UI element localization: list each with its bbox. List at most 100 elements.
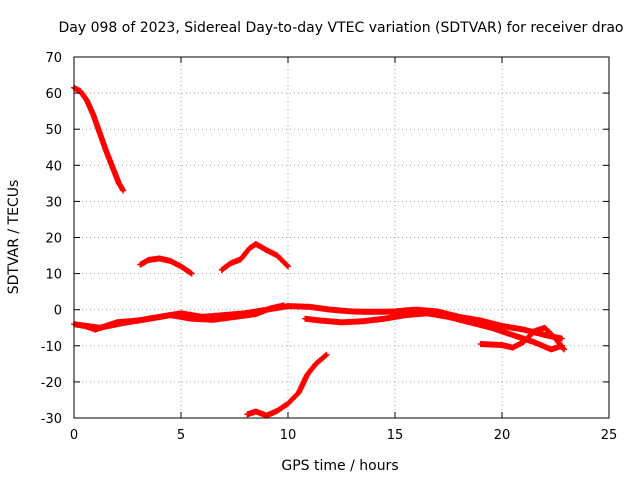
y-tick-label: 70: [45, 51, 62, 66]
data-points: [71, 84, 568, 419]
data-point: [254, 410, 258, 413]
x-tick-label: 5: [177, 428, 185, 443]
data-point: [104, 149, 108, 153]
data-point: [179, 265, 183, 268]
data-point: [92, 113, 95, 116]
y-tick-label: 30: [45, 195, 62, 210]
data-point: [119, 322, 123, 325]
data-point: [85, 99, 89, 102]
data-point: [77, 323, 80, 327]
data-point: [265, 414, 268, 417]
data-point: [318, 319, 322, 322]
data-point: [282, 304, 285, 307]
data-point: [543, 333, 546, 337]
y-tick-label: 60: [45, 87, 62, 102]
data-point: [404, 313, 407, 317]
x-axis-label: GPS time / hours: [281, 458, 398, 474]
data-point: [141, 318, 144, 322]
data-point: [286, 402, 290, 405]
y-tick-label: -20: [41, 376, 62, 391]
data-point: [79, 90, 82, 93]
x-tick-label: 25: [601, 428, 618, 443]
data-point: [554, 337, 557, 340]
data-point: [286, 265, 290, 268]
data-point: [500, 324, 504, 328]
data-point: [543, 326, 546, 329]
data-point: [468, 321, 472, 324]
data-point: [303, 317, 307, 320]
data-point: [306, 373, 309, 376]
y-tick-label: 40: [45, 159, 62, 174]
data-point: [490, 326, 493, 329]
axis-ticks: 0 5 10 15 20 25 -30 -20 -10 0 10 20 30 40 50 60 70: [41, 51, 618, 443]
data-point: [500, 343, 504, 347]
data-point: [479, 319, 482, 322]
x-tick-label: 10: [280, 428, 297, 443]
data-point: [147, 258, 151, 262]
y-axis-label: SDTVAR / TECUs: [6, 180, 22, 295]
data-point: [532, 330, 536, 333]
data-point: [511, 333, 514, 337]
x-tick-label: 15: [387, 428, 404, 443]
series-arc-2: [137, 255, 195, 277]
y-tick-label: 50: [45, 123, 62, 138]
data-point: [351, 310, 354, 313]
data-point: [308, 305, 311, 309]
y-tick-label: -30: [41, 412, 62, 427]
data-point: [122, 189, 125, 192]
data-point: [248, 247, 251, 250]
series-arc-6: [75, 302, 287, 331]
data-point: [254, 242, 258, 246]
data-point: [229, 262, 232, 265]
data-point: [269, 307, 273, 310]
series-arc-9: [477, 324, 568, 353]
data-point: [372, 310, 375, 314]
data-point: [404, 309, 407, 312]
data-point: [447, 315, 450, 319]
data-point: [314, 362, 318, 366]
series-arc-4: [244, 351, 330, 419]
data-point: [190, 317, 193, 320]
x-tick-label: 20: [494, 428, 511, 443]
data-point: [111, 165, 114, 169]
data-point: [562, 348, 566, 351]
data-point: [560, 337, 564, 340]
data-point: [276, 409, 279, 412]
data-point: [511, 346, 514, 349]
data-point: [169, 313, 172, 317]
data-point: [246, 413, 249, 416]
data-point: [276, 254, 279, 257]
data-point: [286, 304, 290, 308]
y-tick-label: -10: [41, 340, 62, 355]
data-point: [98, 131, 101, 135]
data-point: [550, 348, 553, 351]
data-point: [340, 321, 343, 324]
data-point: [383, 317, 386, 320]
data-point: [169, 259, 172, 263]
data-point: [254, 312, 258, 316]
data-point: [239, 257, 243, 261]
data-point: [139, 263, 142, 266]
data-point: [297, 391, 300, 394]
data-point: [393, 310, 397, 313]
data-point: [190, 272, 193, 275]
data-point: [522, 328, 525, 331]
data-point: [329, 308, 332, 311]
data-point: [425, 312, 429, 315]
x-tick-label: 0: [70, 428, 78, 443]
data-point: [265, 248, 268, 252]
data-point: [522, 340, 525, 344]
data-point: [479, 342, 482, 346]
data-point: [233, 315, 236, 319]
data-point: [98, 326, 101, 329]
y-tick-label: 10: [45, 268, 62, 283]
chart-title: Day 098 of 2023, Sidereal Day-to-day VTE…: [58, 20, 623, 36]
data-point: [211, 318, 215, 322]
grid-lines: [74, 57, 609, 418]
series-arc-3: [218, 241, 291, 273]
y-tick-label: 20: [45, 232, 62, 247]
data-point: [325, 353, 328, 357]
y-tick-label: 0: [54, 304, 62, 319]
